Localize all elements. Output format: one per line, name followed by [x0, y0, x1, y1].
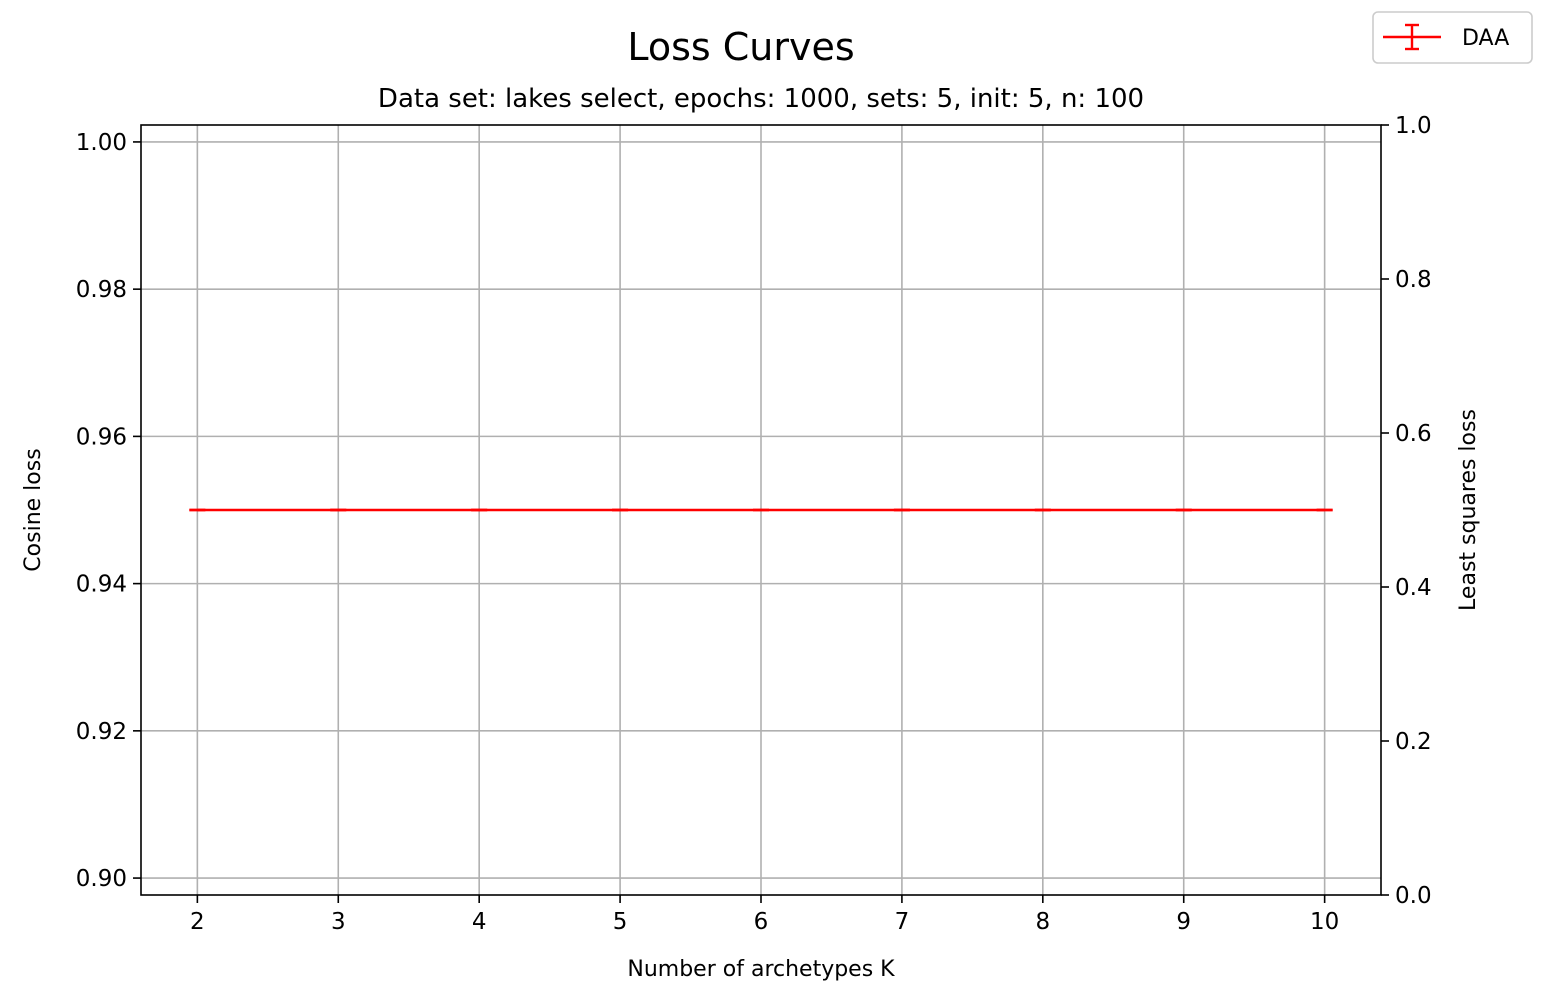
x-tick-label: 7 — [895, 909, 910, 935]
y-tick-label: 0.92 — [76, 719, 127, 745]
chart-subtitle: Data set: lakes select, epochs: 1000, se… — [378, 84, 1144, 114]
y2-tick-label: 0.6 — [1395, 421, 1432, 447]
y2-axis-ticks: 0.0 0.2 0.4 0.6 0.8 1.0 — [1381, 113, 1432, 909]
y-tick-label: 0.94 — [76, 572, 127, 598]
y-tick-label: 0.98 — [76, 277, 127, 303]
x-tick-label: 8 — [1035, 909, 1050, 935]
y2-tick-label: 1.0 — [1395, 113, 1432, 139]
x-tick-label: 9 — [1176, 909, 1191, 935]
x-axis-label: Number of archetypes K — [627, 957, 895, 982]
x-axis-ticks: 2 3 4 5 6 7 8 9 10 — [190, 895, 1339, 935]
y-axis-ticks: 0.90 0.92 0.94 0.96 0.98 1.00 — [76, 130, 141, 892]
x-tick-label: 2 — [190, 909, 205, 935]
y2-tick-label: 0.0 — [1395, 883, 1432, 909]
y2-tick-label: 0.4 — [1395, 575, 1432, 601]
x-tick-label: 10 — [1310, 909, 1339, 935]
y-axis-label: Cosine loss — [21, 448, 46, 571]
y2-tick-label: 0.2 — [1395, 729, 1432, 755]
x-tick-label: 5 — [613, 909, 628, 935]
y-tick-label: 0.96 — [76, 424, 127, 450]
y2-tick-label: 0.8 — [1395, 267, 1432, 293]
legend-label-daa: DAA — [1462, 26, 1509, 51]
chart-title: Loss Curves — [627, 25, 854, 69]
legend: DAA — [1372, 11, 1533, 64]
y-tick-label: 1.00 — [76, 130, 127, 156]
x-tick-label: 4 — [472, 909, 487, 935]
legend-marker-daa — [1383, 23, 1441, 51]
y-tick-label: 0.90 — [76, 866, 127, 892]
y2-axis-label: Least squares loss — [1456, 409, 1481, 611]
x-tick-label: 3 — [331, 909, 346, 935]
x-tick-label: 6 — [754, 909, 769, 935]
